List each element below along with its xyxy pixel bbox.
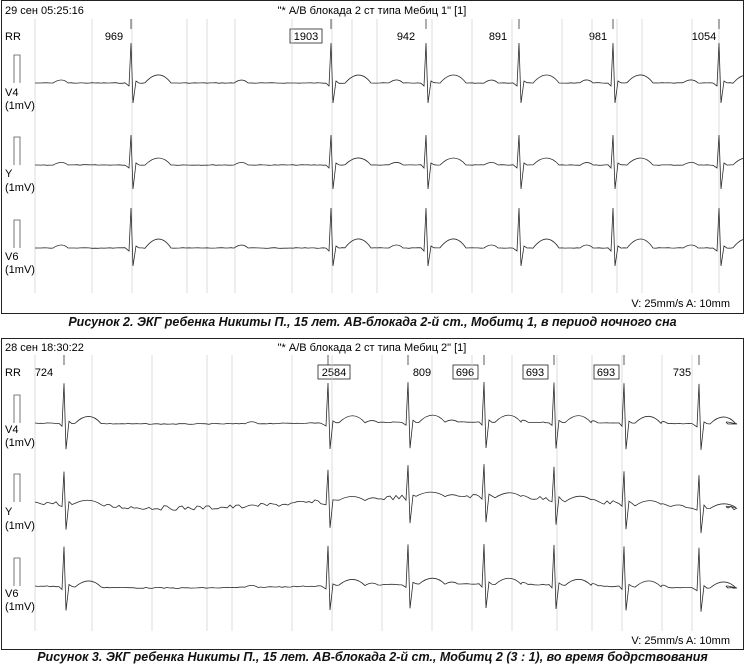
rr-value: 969 [105,31,123,43]
strip-title: "* А/В блокада 2 ст типа Мебиц 1" [1] [278,5,467,17]
lead-label: V6 [5,251,18,263]
rr-value: 942 [397,31,415,43]
calibration-pulse [13,54,21,83]
calibration-pulse [13,219,21,248]
rr-value: 891 [489,31,507,43]
figure-caption-3: Рисунок 3. ЭКГ ребенка Никиты П., 15 лет… [37,650,708,664]
rr-value: 2584 [322,367,346,379]
lead-label: Y [5,168,13,180]
speed-amplitude-label: V: 25mm/s A: 10mm [631,635,730,647]
rr-value: 1054 [692,31,716,43]
lead-scale: (1mV) [5,182,35,194]
lead-scale: (1mV) [5,520,35,532]
timestamp: 28 сен 18:30:22 [5,342,84,354]
ecg-strip-1: 29 сен 05:25:16 "* А/В блокада 2 ст типа… [5,5,743,310]
calibration-pulse [13,394,21,423]
calibration-pulse [13,473,21,502]
ecg-trace [34,544,738,612]
rr-value-box [317,364,351,380]
rr-value: 809 [413,367,431,379]
lead-scale: (1mV) [5,601,35,613]
strip-title: "* А/В блокада 2 ст типа Мебиц 2" [1] [278,342,467,354]
lead-scale: (1mV) [5,264,35,276]
rr-label: RR [5,367,21,379]
ecg-panel-mobitz-1: 29 сен 05:25:16 "* А/В блокада 2 ст типа… [1,0,744,314]
lead-label: V4 [5,424,18,436]
rr-value: 735 [673,367,691,379]
rr-value: 724 [35,367,53,379]
rr-value: 693 [526,367,544,379]
ecg-strip-2: 28 сен 18:30:22 "* А/В блокада 2 ст типа… [5,342,738,647]
rr-value: 696 [456,367,474,379]
ecg-trace [35,207,743,267]
ecg-trace [35,42,743,104]
ecg-trace [35,134,743,190]
ecg-trace [34,382,738,450]
calibration-pulse [13,136,21,165]
rr-value: 1903 [294,31,318,43]
ecg-trace [34,464,738,534]
lead-label: V4 [5,87,18,99]
figure-caption-2: Рисунок 2. ЭКГ ребенка Никиты П., 15 лет… [68,315,677,329]
lead-label: V6 [5,588,18,600]
lead-scale: (1mV) [5,437,35,449]
timestamp: 29 сен 05:25:16 [5,5,84,17]
rr-value-box [522,364,549,380]
lead-scale: (1mV) [5,100,35,112]
rr-value: 693 [597,367,615,379]
rr-value-box [593,364,620,380]
calibration-pulse [13,557,21,586]
speed-amplitude-label: V: 25mm/s A: 10mm [631,298,730,310]
rr-value-box [289,28,323,44]
lead-label: Y [5,506,13,518]
rr-value: 981 [589,31,607,43]
ecg-panel-mobitz-2: 28 сен 18:30:22 "* А/В блокада 2 ст типа… [1,338,744,650]
rr-value-box [452,364,479,380]
rr-label: RR [5,31,21,43]
